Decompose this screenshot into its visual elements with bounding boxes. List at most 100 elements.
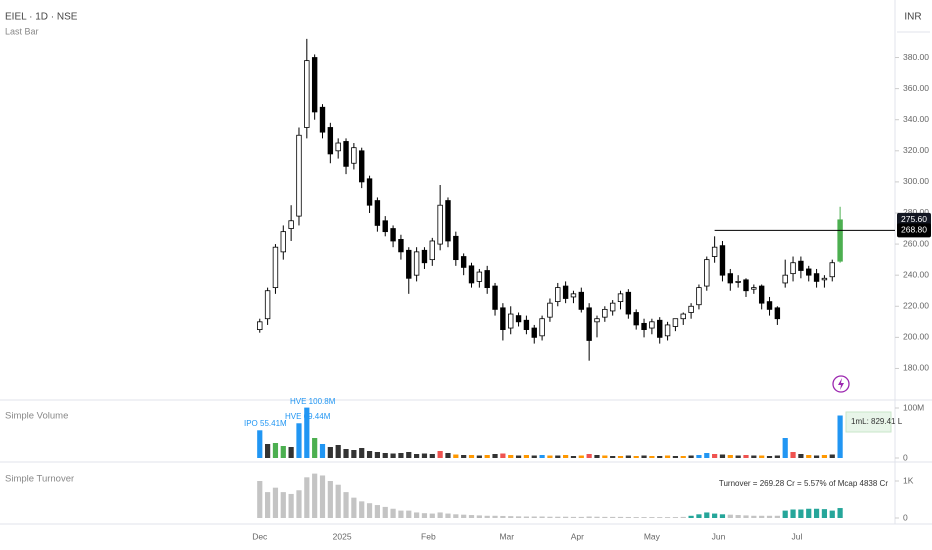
candle-body <box>366 178 373 206</box>
bar <box>414 454 420 458</box>
bar <box>304 407 310 458</box>
candle-body <box>280 231 286 253</box>
candle-body <box>272 246 279 289</box>
candle-body <box>390 228 396 242</box>
candle-body <box>829 262 835 278</box>
bar <box>280 492 286 518</box>
bar <box>798 509 804 518</box>
bar <box>829 454 835 458</box>
bar <box>453 454 459 458</box>
candle-body <box>570 293 577 298</box>
bar <box>265 492 271 518</box>
bar <box>610 516 616 518</box>
bar <box>790 509 796 518</box>
bar <box>327 481 333 518</box>
candle-body <box>382 220 388 233</box>
x-tick-label: May <box>644 531 661 541</box>
bar <box>272 487 279 518</box>
bar <box>421 513 428 518</box>
bar <box>782 510 788 518</box>
volume-legend: 1mL: 829.41 L <box>851 417 903 426</box>
candle-body <box>672 318 679 327</box>
bar <box>586 516 592 518</box>
bar <box>382 453 388 458</box>
price-label: 275.60 <box>901 214 927 224</box>
bar <box>704 512 710 518</box>
bar <box>578 516 584 518</box>
y-tick-label: 0 <box>903 512 908 522</box>
bar <box>539 455 545 458</box>
bar <box>515 516 522 518</box>
bar <box>508 455 514 458</box>
x-tick-label: Apr <box>571 531 584 541</box>
alert-icon[interactable] <box>832 375 850 393</box>
bar <box>461 514 467 518</box>
x-tick-label: Dec <box>252 531 268 541</box>
bar <box>563 516 569 518</box>
candle-body <box>562 285 569 299</box>
y-tick-label: 220.00 <box>903 301 929 311</box>
bar <box>335 445 341 458</box>
bar <box>649 517 655 518</box>
price-label-box <box>897 212 931 227</box>
candle-body <box>406 249 412 279</box>
bar <box>343 492 349 518</box>
candle-body <box>351 147 357 164</box>
candle-body <box>304 60 310 128</box>
alert-circle <box>832 375 850 393</box>
bar <box>617 456 624 458</box>
bar <box>766 515 773 518</box>
volume-annotation: HVE 100.8M <box>290 397 336 406</box>
candle-body <box>719 245 726 276</box>
bar <box>539 516 545 518</box>
bar <box>719 514 726 518</box>
bar <box>382 506 388 518</box>
bar <box>664 455 671 458</box>
bar <box>351 450 357 458</box>
bar <box>774 515 780 518</box>
candle-body <box>782 274 788 284</box>
bar <box>680 516 686 518</box>
candle-body <box>798 260 804 271</box>
bar <box>351 497 357 518</box>
bar <box>414 512 420 518</box>
candle-body <box>515 315 522 323</box>
bar <box>774 455 780 458</box>
candle-body <box>547 302 553 318</box>
candle-body <box>264 290 271 320</box>
candle-body <box>813 273 820 282</box>
bar <box>696 514 702 518</box>
x-tick-label: 2025 <box>333 531 352 541</box>
bar <box>280 446 286 458</box>
bar <box>704 453 710 458</box>
bar <box>727 514 733 518</box>
currency[interactable]: INR <box>904 12 921 23</box>
candle-body <box>711 246 718 257</box>
bar <box>468 515 475 518</box>
bar <box>515 455 522 458</box>
y-tick-label: 280.00 <box>903 207 929 217</box>
candle-body <box>343 141 349 167</box>
bar <box>837 415 843 458</box>
bar <box>712 454 718 458</box>
candle-body <box>609 302 616 312</box>
bar <box>602 516 608 518</box>
candle-body <box>680 313 686 320</box>
bar <box>680 456 686 458</box>
bar <box>633 517 639 518</box>
bar <box>359 501 365 518</box>
price-label: 268.80 <box>901 225 927 235</box>
bar <box>312 473 318 518</box>
bar <box>798 454 804 458</box>
candle-body <box>735 280 741 283</box>
bar <box>429 454 435 458</box>
candle-body <box>751 287 757 290</box>
bar <box>437 512 443 518</box>
bar <box>672 517 679 518</box>
bar <box>617 516 624 518</box>
candle-body <box>766 301 773 310</box>
y-tick-label: 180.00 <box>903 363 929 373</box>
bar <box>359 448 365 458</box>
candle-body <box>649 321 655 329</box>
